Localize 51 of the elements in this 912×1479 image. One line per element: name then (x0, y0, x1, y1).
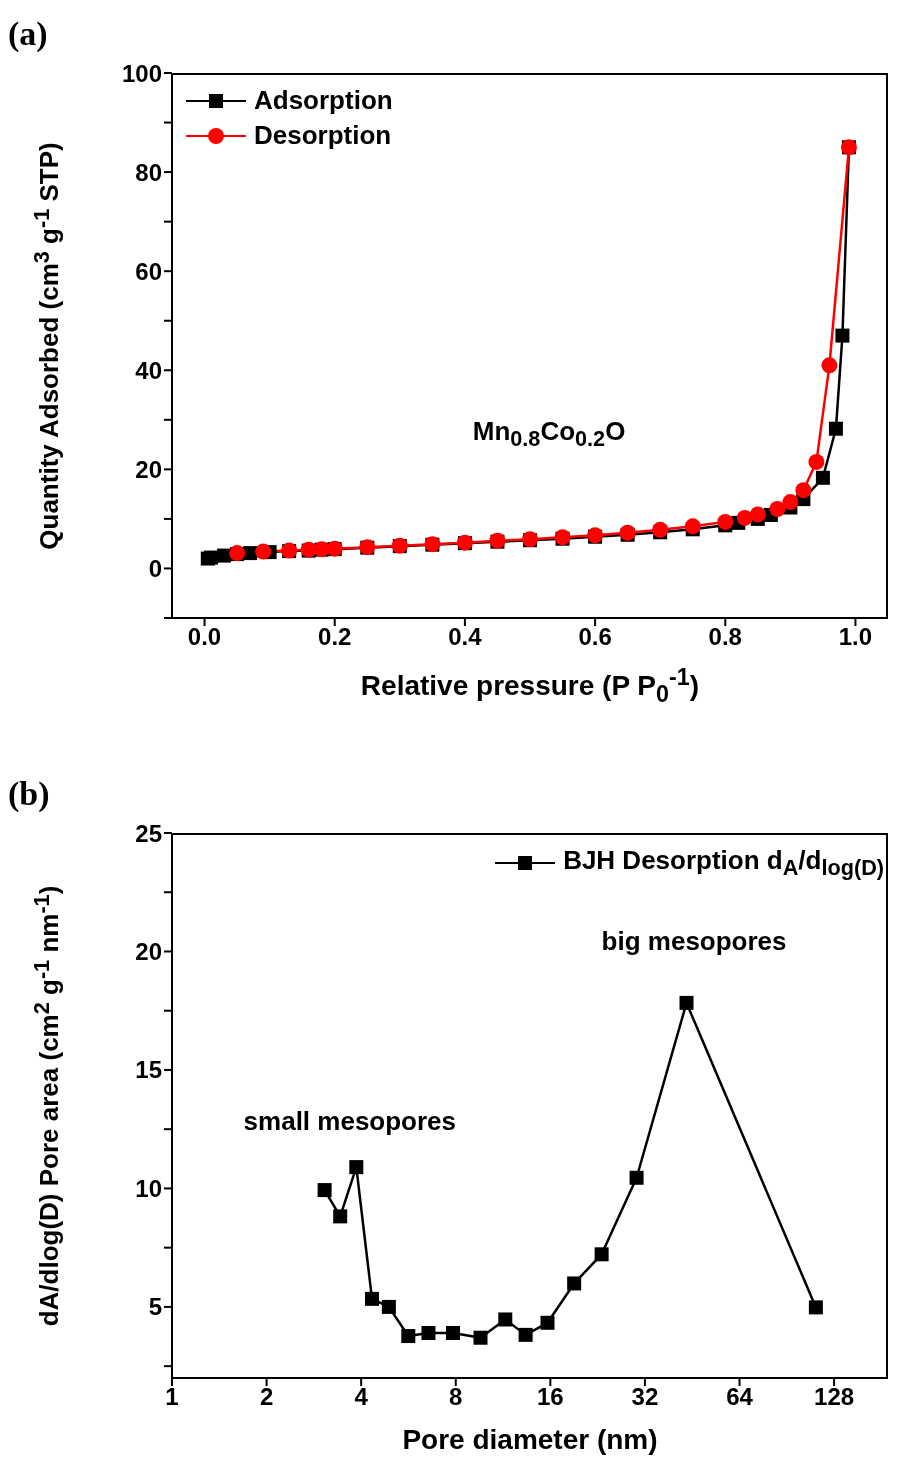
point (717, 513, 734, 530)
x-tick-label: 16 (536, 1383, 564, 1411)
x-tick-label: 4 (354, 1383, 369, 1411)
y-tick-label: 80 (135, 158, 162, 186)
x-tick-label: 128 (814, 1383, 855, 1411)
point (736, 509, 753, 526)
y-tick-label: 100 (121, 59, 162, 87)
y-tick-label: 20 (135, 455, 162, 483)
point (684, 518, 701, 535)
y-tick-label: 20 (135, 938, 162, 965)
point (828, 421, 843, 436)
y-tick-label: 0 (148, 554, 162, 582)
x-axis-title: Pore diameter (nm) (401, 1424, 659, 1456)
x-tick-label: 8 (449, 1383, 463, 1411)
y-tick-label: 15 (135, 1056, 162, 1084)
point (835, 328, 850, 343)
x-axis-title: Relative pressure (P P$_{0}$$^{-1}$) (359, 664, 701, 708)
x-tick-label: 2 (259, 1383, 274, 1411)
legend-label: Desorption (254, 120, 392, 151)
legend-label: Adsorption (254, 85, 393, 116)
point (808, 453, 825, 470)
point (204, 550, 219, 565)
y-tick-label: 10 (135, 1174, 162, 1202)
x-tick-label: 0.4 (448, 623, 483, 651)
legend-label: BJH Desorption d$_{A}$/d$_{log(D)}$ (563, 845, 884, 882)
point (769, 501, 786, 517)
point (255, 543, 272, 560)
y-tick-label: 40 (135, 356, 162, 384)
x-tick-label: 64 (726, 1383, 754, 1411)
point (821, 357, 838, 374)
point (782, 494, 799, 511)
x-tick-label: 0.0 (187, 623, 222, 651)
point (815, 470, 830, 485)
annotation: big mesopores (601, 925, 787, 957)
x-tick-label: 1 (165, 1383, 179, 1411)
annotation: Mn$_{0.8}$Co$_{0.2}$O (472, 416, 626, 453)
x-tick-label: 0.2 (318, 623, 352, 651)
point (749, 506, 766, 523)
x-tick-label: 32 (631, 1383, 659, 1411)
chart-title: (b) (8, 775, 50, 813)
y-tick-label: 25 (135, 819, 162, 847)
point (795, 482, 812, 499)
point (217, 548, 232, 563)
x-tick-label: 0.6 (578, 623, 612, 651)
chart-title: (a) (8, 15, 48, 53)
y-tick-label: 5 (148, 1293, 162, 1321)
y-tick-label: 60 (135, 257, 162, 285)
x-tick-label: 1.0 (838, 623, 873, 651)
point (652, 521, 669, 538)
annotation: small mesopores (243, 1105, 457, 1137)
x-tick-label: 0.8 (708, 623, 742, 651)
